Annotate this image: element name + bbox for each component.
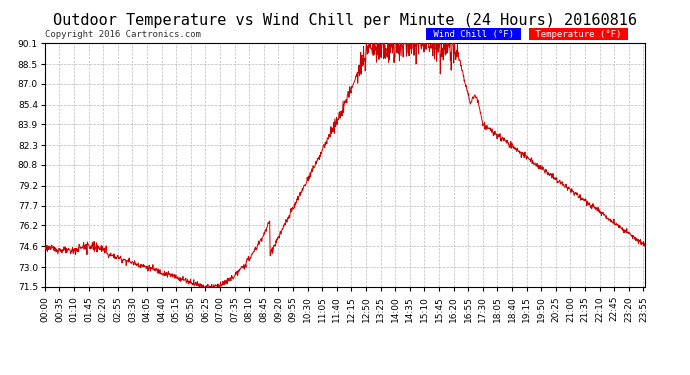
Text: Temperature (°F): Temperature (°F) — [530, 30, 627, 39]
Text: Outdoor Temperature vs Wind Chill per Minute (24 Hours) 20160816: Outdoor Temperature vs Wind Chill per Mi… — [53, 13, 637, 28]
Text: Wind Chill (°F): Wind Chill (°F) — [428, 30, 519, 39]
Text: Copyright 2016 Cartronics.com: Copyright 2016 Cartronics.com — [45, 30, 201, 39]
